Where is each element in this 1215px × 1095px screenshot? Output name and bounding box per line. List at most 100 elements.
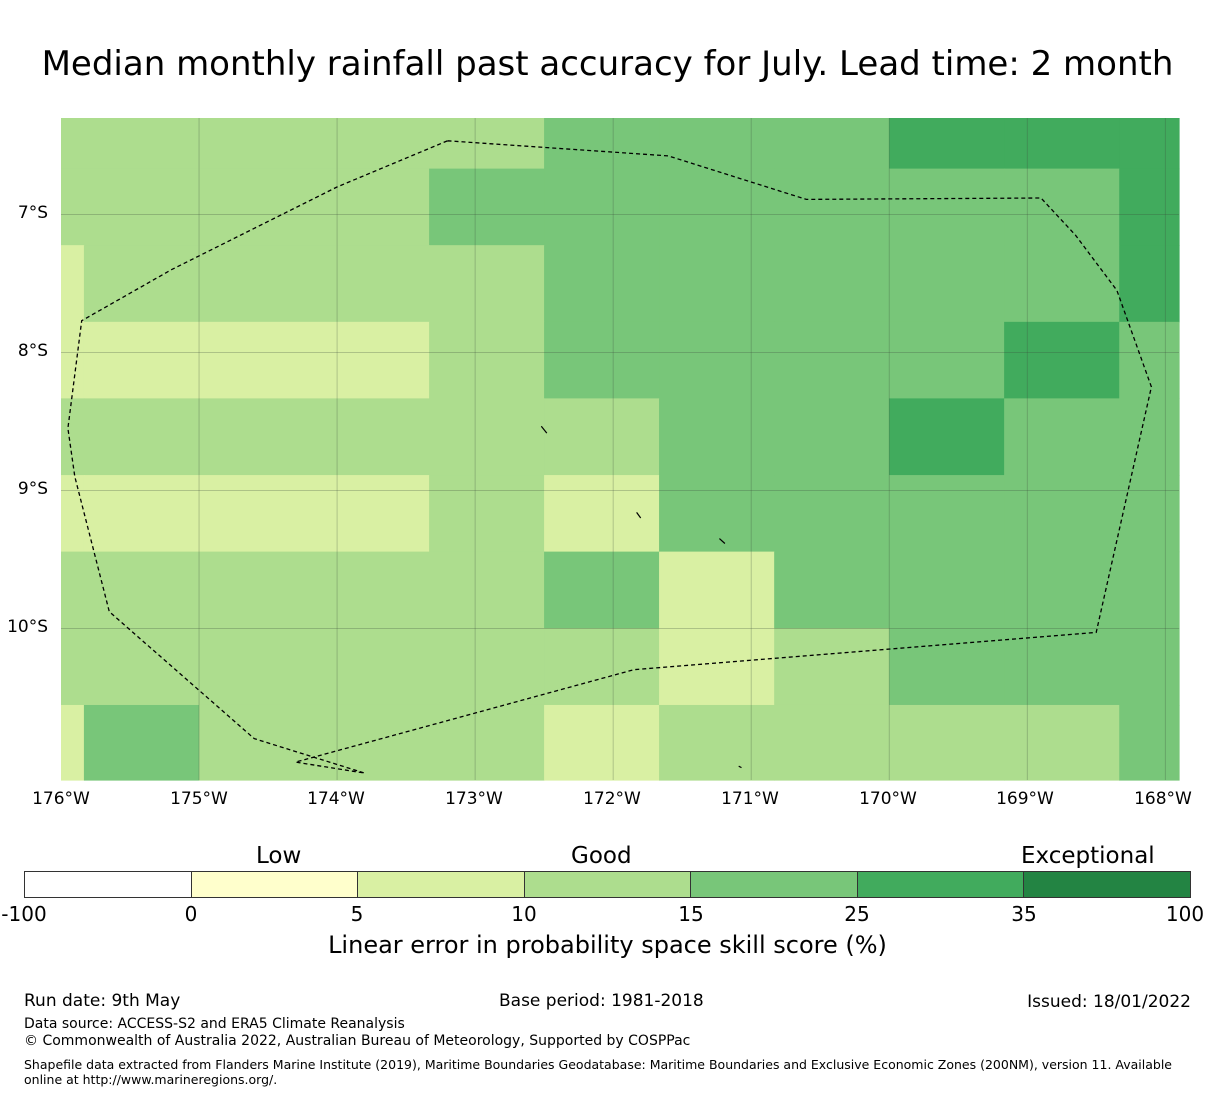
grid-cells bbox=[61, 118, 1180, 781]
colorbar-segment bbox=[524, 872, 692, 897]
grid-cell bbox=[429, 475, 545, 553]
grid-cell bbox=[889, 551, 1005, 629]
grid-cell bbox=[199, 321, 430, 399]
lon-label-173w: 173°W bbox=[445, 789, 503, 809]
grid-cell bbox=[774, 118, 890, 170]
island-outline bbox=[719, 538, 726, 544]
grid-cell bbox=[1119, 321, 1180, 399]
grid-cell bbox=[1004, 118, 1120, 170]
grid-cell bbox=[61, 398, 85, 476]
grid-cell bbox=[83, 628, 200, 706]
grid-cell bbox=[61, 704, 85, 781]
islands bbox=[540, 425, 742, 769]
grid-cell bbox=[774, 551, 890, 629]
grid-cell bbox=[659, 168, 775, 246]
grid-cell bbox=[429, 628, 545, 706]
grid-cell bbox=[199, 398, 430, 476]
grid-cell bbox=[544, 475, 660, 553]
grid-cell bbox=[61, 245, 85, 323]
colorbar-segment bbox=[857, 872, 1025, 897]
grid-cell bbox=[659, 245, 775, 323]
lat-label-8s: 8°S bbox=[17, 341, 48, 361]
colorbar-segment bbox=[1024, 872, 1191, 897]
grid-cell bbox=[659, 118, 775, 170]
colorbar bbox=[24, 871, 1191, 898]
grid-cell bbox=[544, 704, 660, 781]
grid-cell bbox=[774, 475, 890, 553]
grid-cell bbox=[1119, 475, 1180, 553]
grid-cell bbox=[774, 704, 890, 781]
grid-cell bbox=[774, 321, 890, 399]
grid-cell bbox=[659, 475, 775, 553]
colorbar-tick: 15 bbox=[678, 902, 704, 926]
grid-cell bbox=[61, 118, 85, 170]
colorbar-segment bbox=[358, 872, 525, 897]
lon-label-169w: 169°W bbox=[996, 789, 1054, 809]
issued-date: Issued: 18/01/2022 bbox=[1027, 992, 1191, 1012]
grid-cell bbox=[83, 398, 200, 476]
grid-cell bbox=[1119, 398, 1180, 476]
colorbar-segment bbox=[191, 872, 359, 897]
colorbar-tick: -100 bbox=[1, 902, 47, 926]
grid-cell bbox=[774, 628, 890, 706]
grid-cell bbox=[659, 704, 775, 781]
colorbar-label: Linear error in probability space skill … bbox=[328, 931, 887, 959]
grid-cell bbox=[1004, 398, 1120, 476]
grid-cell bbox=[61, 551, 85, 629]
grid-cell bbox=[429, 321, 545, 399]
grid-cell bbox=[1119, 551, 1180, 629]
grid-cell bbox=[1004, 704, 1120, 781]
grid-cell bbox=[774, 245, 890, 323]
grid-cell bbox=[1119, 245, 1180, 323]
grid-cell bbox=[61, 475, 85, 553]
lat-label-7s: 7°S bbox=[17, 203, 48, 223]
grid-cell bbox=[774, 168, 890, 246]
grid-cell bbox=[83, 118, 200, 170]
grid-cell bbox=[1119, 168, 1180, 246]
grid-cell bbox=[544, 628, 660, 706]
grid-cell bbox=[83, 551, 200, 629]
grid-cell bbox=[61, 628, 85, 706]
copyright: © Commonwealth of Australia 2022, Austra… bbox=[24, 1033, 691, 1049]
grid-cell bbox=[199, 551, 430, 629]
grid-cell bbox=[61, 168, 85, 246]
grid-cell bbox=[1004, 245, 1120, 323]
grid-cell bbox=[61, 321, 85, 399]
grid-cell bbox=[544, 551, 660, 629]
category-label-exceptional: Exceptional bbox=[1021, 843, 1155, 869]
lat-label-9s: 9°S bbox=[17, 479, 48, 499]
grid-cell bbox=[889, 398, 1005, 476]
grid-cell bbox=[659, 398, 775, 476]
grid-cell bbox=[1004, 168, 1120, 246]
lon-label-168w: 168°W bbox=[1134, 789, 1192, 809]
shapefile-credit: Shapefile data extracted from Flanders M… bbox=[24, 1057, 1172, 1087]
colorbar-segment bbox=[25, 872, 192, 897]
grid-cell bbox=[659, 628, 775, 706]
grid-cell bbox=[83, 475, 200, 553]
grid-cell bbox=[83, 245, 200, 323]
colorbar-tick: 100 bbox=[1165, 902, 1205, 926]
grid-cell bbox=[1004, 628, 1120, 706]
grid-cell bbox=[889, 321, 1005, 399]
grid-cell bbox=[544, 118, 660, 170]
grid-cell bbox=[199, 475, 430, 553]
lon-label-170w: 170°W bbox=[859, 789, 917, 809]
island-outline bbox=[738, 765, 742, 769]
grid-cell bbox=[889, 628, 1005, 706]
map-title: Median monthly rainfall past accuracy fo… bbox=[41, 44, 1174, 84]
grid-cell bbox=[889, 245, 1005, 323]
run-date: Run date: 9th May bbox=[24, 991, 181, 1011]
grid-cell bbox=[889, 704, 1005, 781]
grid-cell bbox=[429, 551, 545, 629]
grid-cell bbox=[1004, 551, 1120, 629]
grid-cell bbox=[1119, 704, 1180, 781]
data-source: Data source: ACCESS-S2 and ERA5 Climate … bbox=[24, 1016, 405, 1032]
category-label-good: Good bbox=[571, 843, 632, 869]
category-label-low: Low bbox=[256, 843, 302, 869]
lat-label-10s: 10°S bbox=[7, 617, 48, 637]
base-period: Base period: 1981-2018 bbox=[499, 991, 704, 1011]
colorbar-segment bbox=[691, 872, 858, 897]
grid-cell bbox=[429, 398, 545, 476]
island-outline bbox=[636, 512, 642, 519]
eez-boundary-line bbox=[67, 140, 1153, 774]
